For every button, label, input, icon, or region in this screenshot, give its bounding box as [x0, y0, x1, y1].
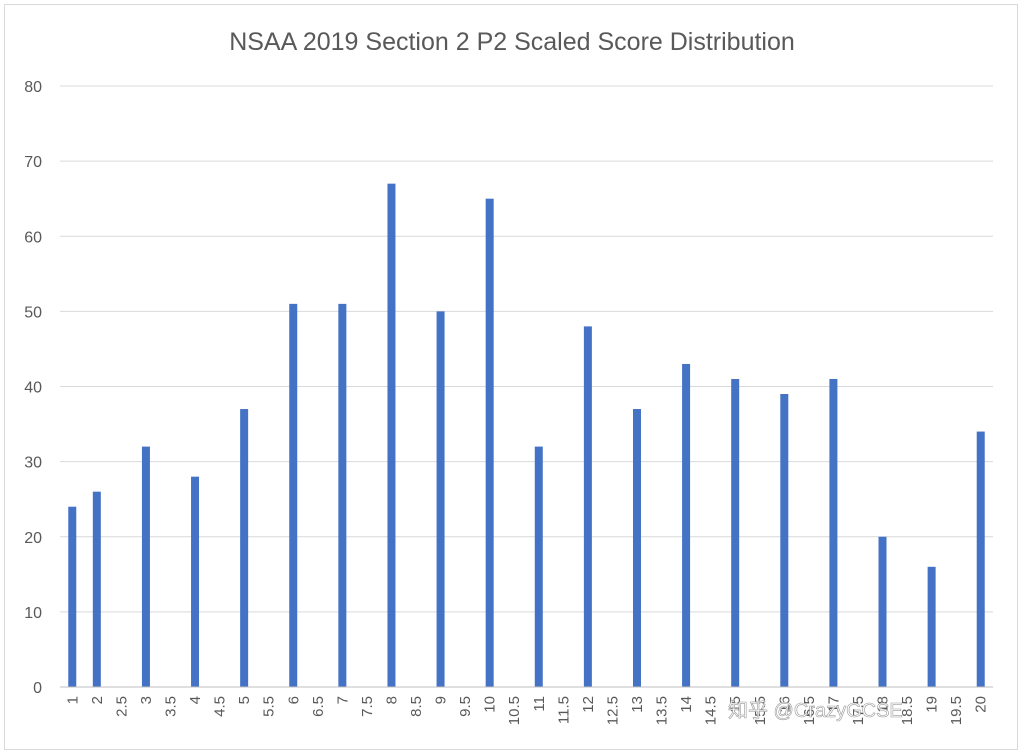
y-tick-label: 60	[24, 229, 42, 246]
y-tick-label: 80	[24, 79, 42, 96]
x-tick-label: 17	[825, 696, 842, 713]
x-tick-label: 10.5	[506, 696, 523, 725]
x-tick-label: 7	[334, 696, 351, 704]
x-tick-label: 19.5	[948, 696, 965, 725]
x-tick-label: 9.5	[457, 696, 474, 717]
x-tick-label: 20	[973, 696, 990, 713]
x-tick-label: 8.5	[408, 696, 425, 717]
bar-6	[289, 303, 298, 687]
bar-19	[927, 566, 936, 687]
x-tick-label: 9	[433, 696, 450, 704]
x-tick-label: 19	[924, 696, 941, 713]
x-tick-label: 12	[580, 696, 597, 713]
x-tick-label: 4	[187, 696, 204, 704]
y-tick-label: 10	[24, 605, 42, 622]
bar-5	[240, 409, 249, 687]
x-tick-label: 12.5	[604, 696, 621, 725]
x-tick-label: 3	[138, 696, 155, 704]
x-tick-label: 14	[678, 696, 695, 713]
y-tick-label: 40	[24, 380, 42, 397]
watermark-text: 知乎 @CrazyGCSE	[728, 699, 903, 722]
y-tick-label: 20	[24, 530, 42, 547]
x-tick-label: 8	[383, 696, 400, 704]
x-tick-label: 6.5	[310, 696, 327, 717]
bar-8	[387, 183, 396, 687]
bar-14	[682, 363, 691, 687]
bar-16	[780, 394, 789, 687]
bar-9	[436, 311, 445, 687]
y-tick-label: 0	[33, 680, 42, 697]
x-tick-label: 7.5	[359, 696, 376, 717]
x-tick-label: 5.5	[261, 696, 278, 717]
y-tick-label: 50	[24, 304, 42, 321]
bar-7	[338, 303, 347, 687]
x-tick-label: 2.5	[113, 696, 130, 717]
x-tick-label: 13.5	[654, 696, 671, 725]
bars	[68, 183, 985, 687]
bar-3	[141, 446, 150, 687]
x-tick-label: 10	[482, 696, 499, 713]
bar-11	[534, 446, 543, 687]
x-tick-label: 18.5	[899, 696, 916, 725]
x-tick-label: 18	[875, 696, 892, 713]
bar-17	[829, 378, 838, 687]
gridlines	[60, 85, 993, 613]
x-tick-label: 16.5	[801, 696, 818, 725]
x-axis-ticks: 1 2 2.5 3 3.5 4 4.5 5 5.5 6 6.5 7 7.5 8 8.5 9 9.5 10 10.5 1…	[64, 696, 989, 725]
x-tick-label: 15	[727, 696, 744, 713]
x-tick-label: 2	[89, 696, 106, 704]
x-tick-label: 13	[629, 696, 646, 713]
x-tick-label: 5	[236, 696, 253, 704]
bar-18	[878, 536, 887, 687]
bar-1	[68, 506, 77, 687]
x-tick-label: 6	[285, 696, 302, 704]
x-tick-label: 3.5	[162, 696, 179, 717]
x-tick-label: 11.5	[555, 696, 572, 724]
bar-12	[583, 326, 592, 687]
x-tick-label: 16	[776, 696, 793, 713]
bar-13	[632, 409, 641, 687]
y-axis-ticks: 0 10 20 30 40 50 60 70 80	[24, 79, 42, 697]
x-tick-label: 1	[64, 696, 81, 704]
bar-4	[191, 476, 200, 687]
x-tick-label: 17.5	[850, 696, 867, 725]
x-tick-label: 14.5	[703, 696, 720, 725]
x-tick-label: 11	[531, 696, 548, 712]
bar-15	[731, 378, 740, 687]
bar-2	[92, 491, 101, 687]
bar-10	[485, 198, 494, 687]
chart-frame	[4, 4, 1018, 750]
x-tick-label: 15.5	[752, 696, 769, 725]
bar-20	[976, 431, 985, 687]
chart-title: NSAA 2019 Section 2 P2 Scaled Score Dist…	[229, 28, 795, 56]
x-tick-label: 4.5	[212, 696, 229, 717]
y-tick-label: 30	[24, 455, 42, 472]
y-tick-label: 70	[24, 154, 42, 171]
